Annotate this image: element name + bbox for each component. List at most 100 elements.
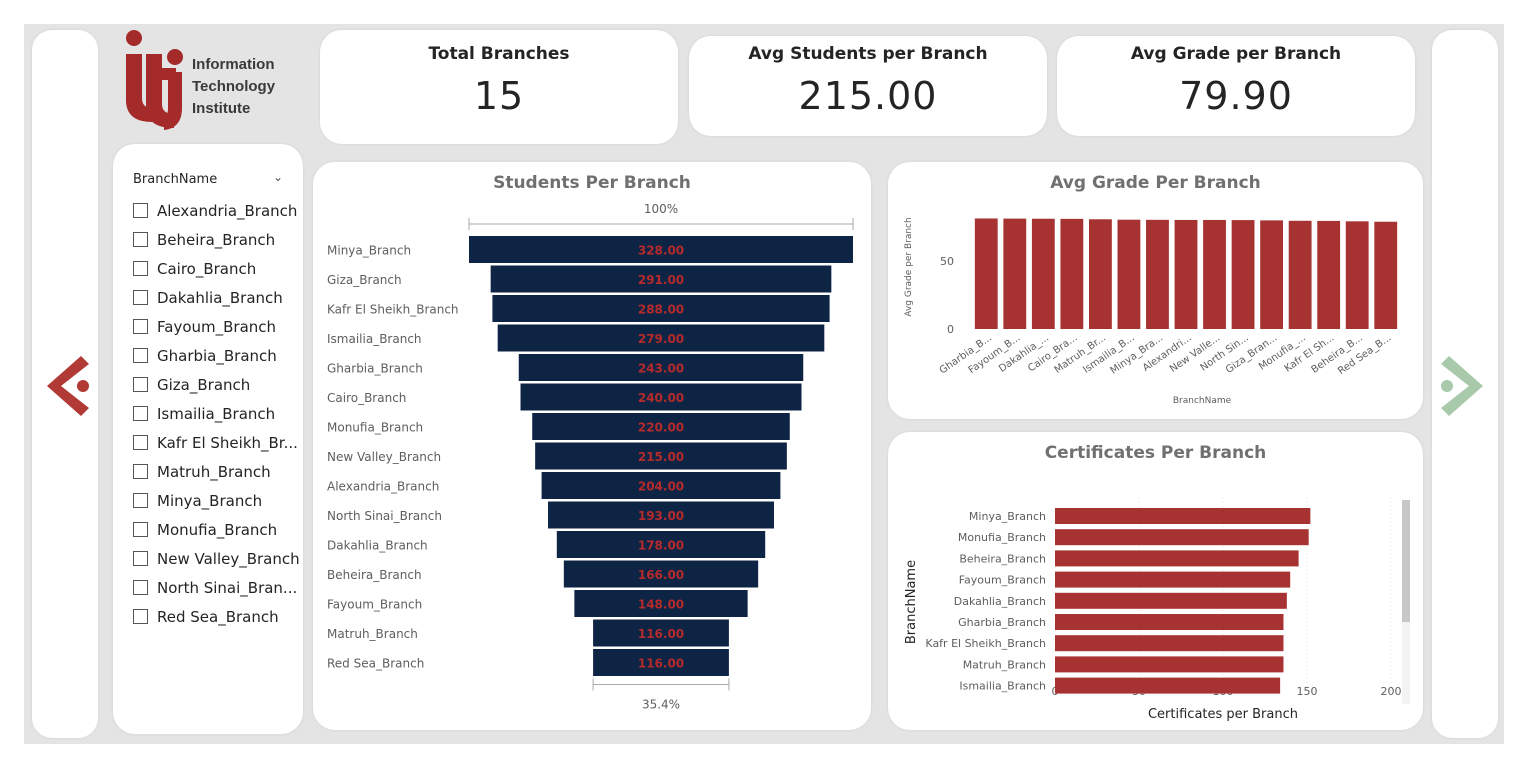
slicer-checkbox[interactable] xyxy=(133,522,148,537)
y-tick-label: Beheira_Branch xyxy=(959,552,1046,565)
slicer-checkbox[interactable] xyxy=(133,406,148,421)
chevron-right-icon[interactable] xyxy=(1437,350,1493,426)
slicer-item[interactable]: Monufia_Branch xyxy=(133,515,300,544)
slicer-checkbox[interactable] xyxy=(133,203,148,218)
grade-bar xyxy=(1031,218,1055,329)
slicer-item[interactable]: Red Sea_Branch xyxy=(133,602,300,631)
grade-bar xyxy=(1231,220,1255,329)
slicer-item[interactable]: North Sinai_Bran... xyxy=(133,573,300,602)
funnel-bar xyxy=(548,501,774,529)
slicer-item[interactable]: Kafr El Sheikh_Br... xyxy=(133,428,300,457)
funnel-category-label: North Sinai_Branch xyxy=(327,509,442,523)
chevron-left-icon[interactable] xyxy=(37,350,93,426)
kpi-value: 215.00 xyxy=(798,74,938,118)
slicer-item-label: Minya_Branch xyxy=(157,491,263,510)
y-tick-label: 0 xyxy=(947,323,954,336)
funnel-data-label: 148.00 xyxy=(638,598,684,612)
funnel-data-label: 116.00 xyxy=(638,627,684,641)
slicer-item-label: Giza_Branch xyxy=(157,375,251,394)
y-tick-label: Gharbia_Branch xyxy=(958,616,1046,629)
slicer-item[interactable]: Giza_Branch xyxy=(133,370,300,399)
funnel-data-label: 240.00 xyxy=(638,391,684,405)
logo: Information Technology Institute xyxy=(114,28,314,140)
funnel-bar xyxy=(497,324,825,352)
slicer-item[interactable]: Matruh_Branch xyxy=(133,457,300,486)
slicer-checkbox[interactable] xyxy=(133,551,148,566)
y-tick-label: Monufia_Branch xyxy=(958,531,1046,544)
chevron-down-icon[interactable]: ⌄ xyxy=(272,170,283,184)
slicer-checkbox[interactable] xyxy=(133,232,148,247)
funnel-category-label: Red Sea_Branch xyxy=(327,657,424,671)
slicer-checkbox[interactable] xyxy=(133,493,148,508)
certificate-bar xyxy=(1055,550,1299,567)
funnel-category-label: Matruh_Branch xyxy=(327,627,418,641)
funnel-bar xyxy=(520,383,802,411)
certificate-bar xyxy=(1055,614,1284,630)
slicer-item-label: North Sinai_Bran... xyxy=(157,578,298,597)
slicer-checkbox[interactable] xyxy=(133,377,148,392)
funnel-bar xyxy=(541,472,781,499)
branch-slicer: BranchName ⌄ Alexandria_Branch Beheira_Br… xyxy=(113,144,303,734)
slicer-item-label: Matruh_Branch xyxy=(157,462,271,481)
certificates-bar-chart: 050100150200Minya_BranchMonufia_BranchBe… xyxy=(904,498,1410,722)
certificate-bar xyxy=(1055,508,1311,524)
x-tick-label: 150 xyxy=(1297,685,1318,698)
funnel-category-label: Fayoum_Branch xyxy=(327,598,422,612)
grade-bar xyxy=(1288,220,1312,329)
slicer-item[interactable]: Cairo_Branch xyxy=(133,254,300,283)
certificate-bar xyxy=(1055,529,1309,546)
funnel-category-label: Minya_Branch xyxy=(327,244,411,258)
y-tick-label: Dakahlia_Branch xyxy=(954,595,1046,608)
x-axis-title: Certificates per Branch xyxy=(1148,707,1298,722)
slicer-item-label: Gharbia_Branch xyxy=(157,346,277,365)
slicer-item[interactable]: Beheira_Branch xyxy=(133,225,300,254)
grade-bar xyxy=(1146,219,1169,329)
funnel-bar xyxy=(556,531,766,558)
scrollbar-thumb xyxy=(1402,500,1410,622)
y-tick-label: Ismailia_Branch xyxy=(959,680,1046,693)
y-tick-label: Matruh_Branch xyxy=(963,658,1046,671)
kpi-title: Total Branches xyxy=(428,44,570,64)
funnel-category-label: Monufia_Branch xyxy=(327,421,423,435)
slicer-checkbox[interactable] xyxy=(133,435,148,450)
grade-bar xyxy=(1317,220,1341,329)
nav-left-shape xyxy=(47,356,89,416)
slicer-header[interactable]: BranchName xyxy=(133,172,218,187)
grade-bar xyxy=(1260,220,1284,329)
funnel-bar xyxy=(593,649,729,676)
slicer-item[interactable]: Dakahlia_Branch xyxy=(133,283,300,312)
funnel-top-pct-label: 100% xyxy=(644,202,678,216)
funnel-bottom-pct-label: 35.4% xyxy=(642,698,680,712)
funnel-category-label: Alexandria_Branch xyxy=(327,480,439,494)
x-tick-label: 200 xyxy=(1381,685,1402,698)
slicer-checkbox[interactable] xyxy=(133,319,148,334)
kpi-title: Avg Students per Branch xyxy=(748,44,988,64)
slicer-checkbox[interactable] xyxy=(133,464,148,479)
right-nav-panel xyxy=(1432,30,1498,738)
slicer-item[interactable]: Ismailia_Branch xyxy=(133,399,300,428)
funnel-bar xyxy=(593,619,729,647)
kpi-value: 15 xyxy=(473,74,525,118)
logo-line-1: Information xyxy=(192,56,275,73)
slicer-checkbox[interactable] xyxy=(133,609,148,624)
certificate-bar xyxy=(1055,656,1284,673)
slicer-item[interactable]: Fayoum_Branch xyxy=(133,312,300,341)
slicer-checkbox[interactable] xyxy=(133,261,148,276)
grade-bar xyxy=(1345,221,1369,329)
y-tick-label: Fayoum_Branch xyxy=(959,574,1046,587)
slicer-item-label: Alexandria_Branch xyxy=(157,201,298,220)
slicer-item[interactable]: Gharbia_Branch xyxy=(133,341,300,370)
slicer-item[interactable]: Alexandria_Branch xyxy=(133,196,300,225)
slicer-checkbox[interactable] xyxy=(133,348,148,363)
chart-title: Certificates Per Branch xyxy=(1044,443,1267,463)
funnel-category-label: Ismailia_Branch xyxy=(327,332,422,346)
y-tick-label: Kafr El Sheikh_Branch xyxy=(925,637,1046,650)
slicer-item[interactable]: Minya_Branch xyxy=(133,486,300,515)
funnel-data-label: 204.00 xyxy=(638,480,684,494)
grade-bar xyxy=(974,218,998,329)
slicer-checkbox[interactable] xyxy=(133,580,148,595)
funnel-bar xyxy=(563,560,759,588)
logo-line-2: Technology xyxy=(192,78,276,95)
slicer-item[interactable]: New Valley_Branch xyxy=(133,544,300,573)
slicer-checkbox[interactable] xyxy=(133,290,148,305)
